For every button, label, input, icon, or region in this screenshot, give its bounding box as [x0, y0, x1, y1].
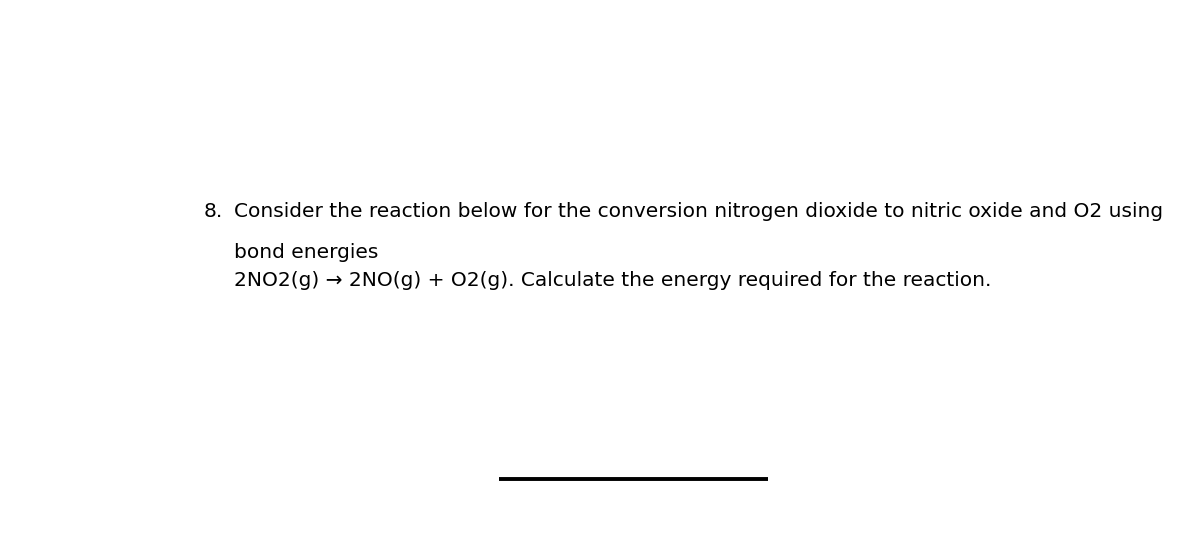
Text: 2NO2(g) → 2NO(g) + O2(g). Calculate the energy required for the reaction.: 2NO2(g) → 2NO(g) + O2(g). Calculate the … [234, 271, 991, 290]
Text: bond energies: bond energies [234, 243, 378, 262]
Text: Consider the reaction below for the conversion nitrogen dioxide to nitric oxide : Consider the reaction below for the conv… [234, 202, 1163, 221]
Text: 8.: 8. [204, 202, 223, 221]
